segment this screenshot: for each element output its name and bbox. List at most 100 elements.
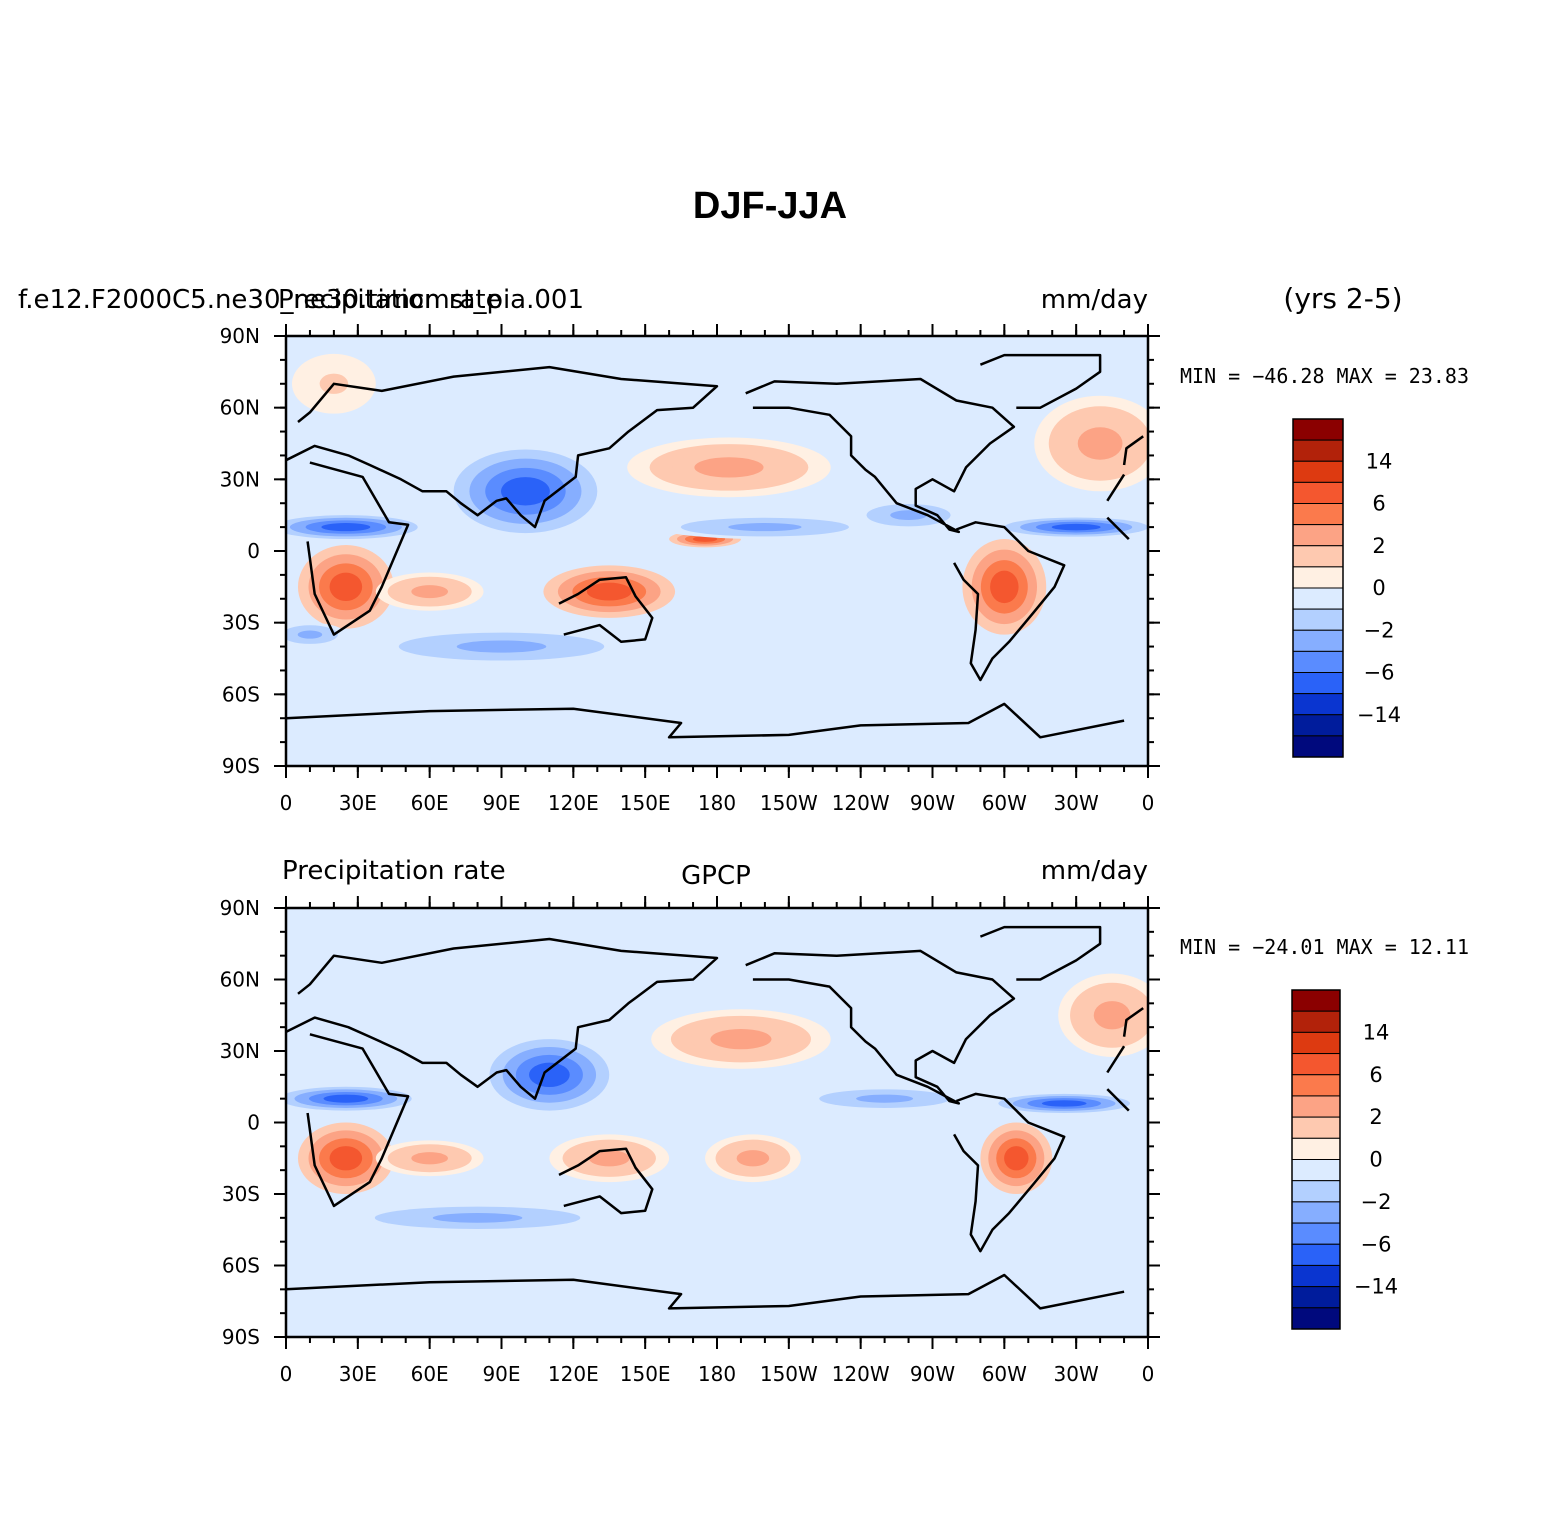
x-tick-label: 180 [698,791,736,815]
precip-anomaly [1004,1146,1029,1171]
y-tick-label: 90N [220,896,260,920]
y-tick-label: 60S [222,1254,260,1278]
precip-anomaly [323,1094,369,1103]
coastline [558,1147,654,1215]
precip-anomaly [728,523,802,532]
colorbar-label: 6 [1369,1063,1382,1087]
coastline [306,461,410,636]
colorbar-swatch [1291,1137,1341,1160]
colorbar-swatch [1291,1264,1341,1288]
panel-obs: Precipitation rate GPCP mm/day MIN = −24… [220,856,1469,1386]
colorbar-swatch [1292,714,1344,737]
colorbar-label: −2 [1364,618,1395,642]
colorbar-swatch [1292,439,1344,462]
precip-anomaly [297,630,323,639]
colorbar-swatch [1292,418,1344,441]
colorbar-frame [1292,418,1344,758]
y-tick-label: 90S [222,1325,260,1349]
y-tick-label: 30N [220,467,260,491]
x-tick-label: 0 [1142,1362,1155,1386]
colorbar-swatch [1292,524,1344,547]
colorbar-swatch [1292,672,1344,695]
precip-anomaly [890,510,927,521]
precip-field [286,973,1148,1233]
colorbar-label: 6 [1372,492,1385,516]
panel-model: f.e12.F2000C5.ne30_ne30.timcmst_pia.001 … [18,282,1469,815]
precip-anomaly [1041,1100,1087,1107]
precip-anomaly [736,1150,770,1167]
colorbar-swatch [1291,1074,1341,1097]
coastline [286,702,1125,739]
precip-anomaly [329,1146,363,1171]
precip-anomaly [694,457,764,478]
x-tick-label: 150W [760,791,818,815]
colorbar-swatch [1291,1159,1341,1182]
map-plot: 0 30E 60E 90E 120E 150E 180 150W 120W 90W 60W 30W 09… [220,896,1160,1386]
map-frame [284,334,1150,768]
x-tick-label: 180 [698,1362,736,1386]
y-tick-label: 0 [247,1111,260,1135]
x-tick-label: 60E [411,791,449,815]
x-tick-label: 0 [280,1362,293,1386]
coastline [286,937,719,1100]
coastline [979,353,1102,409]
coastline [558,576,654,644]
y-tick-label: 30S [222,1182,260,1206]
x-tick-label: 30W [1054,791,1099,815]
precip-anomaly [321,523,371,532]
x-tick-label: 0 [1142,791,1155,815]
colorbar-swatch [1292,566,1344,589]
y-tick-label: 30N [220,1039,260,1063]
colorbar-swatch [1291,1053,1341,1076]
precip-anomaly [432,1212,523,1223]
x-tick-label: 150E [620,1362,671,1386]
colorbar-label: −14 [1354,1275,1398,1299]
colorbar-swatch [1291,1095,1341,1118]
colorbar-swatch [1292,460,1344,483]
precip-anomaly [692,536,718,542]
precip-anomaly [710,1028,772,1050]
x-tick-label: 30E [339,791,377,815]
colorbar-swatch [1292,735,1344,758]
colorbar-label: 2 [1369,1105,1382,1129]
coastline [1106,1088,1130,1112]
coastline [1122,435,1144,466]
y-tick-label: 30S [222,611,260,635]
colorbar-label: −6 [1364,661,1395,685]
precip-anomaly [1077,427,1123,460]
colorbar-swatch [1292,693,1344,716]
precip-anomaly [588,1150,630,1167]
colorbar-swatch [1291,1180,1341,1203]
colorbar-swatch [1291,1243,1341,1266]
map-frame [284,906,1150,1339]
colorbar-swatch [1292,608,1344,631]
coastline [1106,473,1126,502]
precip-anomaly [411,1152,448,1165]
colorbar-label: −2 [1361,1190,1392,1214]
x-tick-label: 30E [339,1362,377,1386]
precip-anomaly [1051,523,1101,531]
precip-anomaly [456,640,547,653]
precip-field [286,353,1148,665]
coastline [953,1092,1066,1253]
map-background [286,908,1148,1337]
precip-anomaly [501,477,550,506]
x-tick-label: 150E [620,791,671,815]
colorbar-swatch [1291,1222,1341,1245]
precip-anomaly [529,1062,570,1087]
x-tick-label: 120W [832,1362,890,1386]
colorbar-swatch [1291,1010,1341,1033]
x-tick-label: 60W [982,1362,1027,1386]
coastline [306,1033,410,1208]
precip-anomaly [990,570,1019,604]
min-max-stats: MIN = −46.28 MAX = 23.83 [1180,364,1469,388]
coastline [1106,516,1130,540]
coastlines [286,353,1144,739]
figure-title: DJF-JJA [693,185,847,227]
variable-label: Precipitation rate [278,285,502,315]
colorbar-swatch [1292,481,1344,504]
coastline [286,1273,1125,1310]
coastline [979,925,1102,981]
variable-label: Precipitation rate [282,856,506,886]
